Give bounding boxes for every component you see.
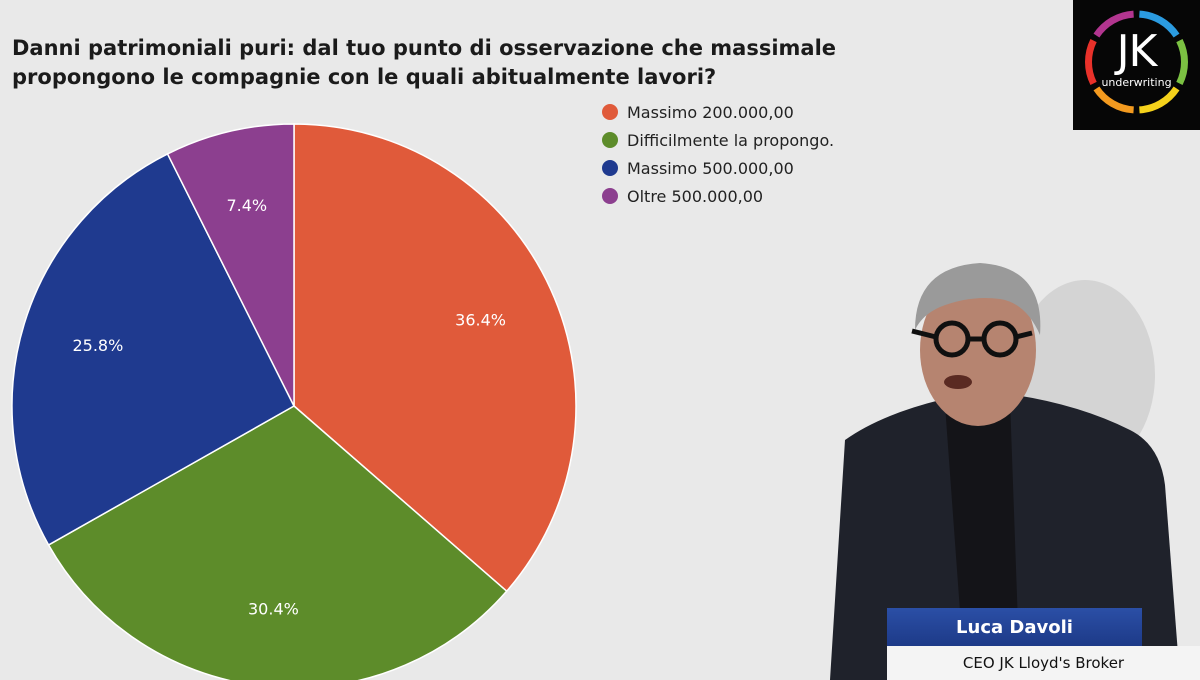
pie-chart: 36.4% 30.4% 25.8% 7.4% <box>11 123 577 680</box>
pie-label-oltre-500000: 7.4% <box>226 196 267 215</box>
legend-label-oltre-500000: Oltre 500.000,00 <box>627 186 764 206</box>
logo-text: JK <box>1116 26 1158 77</box>
chart-title: Danni patrimoniali puri: dal tuo punto d… <box>12 34 912 92</box>
legend-swatch-oltre-500000 <box>602 188 618 204</box>
presenter-hair <box>915 263 1041 335</box>
pie-slice-massimo-500000[interactable] <box>11 152 295 546</box>
legend-item-difficilmente[interactable]: Difficilmente la propongo. <box>602 126 834 154</box>
presenter-face <box>920 274 1036 426</box>
logo-ring-segment <box>1176 38 1188 86</box>
chart-title-line-1: Danni patrimoniali puri: dal tuo punto d… <box>12 36 837 60</box>
presenter-name: Luca Davoli <box>887 608 1142 646</box>
legend-label-massimo-200000: Massimo 200.000,00 <box>627 102 794 122</box>
pie-label-massimo-500000: 25.8% <box>72 336 123 355</box>
pie-label-difficilmente: 30.4% <box>248 599 299 618</box>
logo-ring-segment <box>1085 38 1097 86</box>
pie-slice-massimo-200000[interactable] <box>293 123 577 593</box>
legend-label-difficilmente: Difficilmente la propongo. <box>627 130 835 150</box>
legend-swatch-massimo-200000 <box>602 104 618 120</box>
logo-ring-segment <box>1139 10 1180 38</box>
legend-swatch-difficilmente <box>602 132 618 148</box>
legend-item-oltre-500000[interactable]: Oltre 500.000,00 <box>602 182 834 210</box>
chart-title-line-2: propongono le compagnie con le quali abi… <box>12 65 717 89</box>
pie-label-massimo-200000: 36.4% <box>455 311 506 330</box>
presenter-mouth <box>944 375 972 389</box>
logo-ring-icon <box>1085 10 1188 114</box>
legend-item-massimo-200000[interactable]: Massimo 200.000,00 <box>602 98 834 126</box>
legend-label-massimo-500000: Massimo 500.000,00 <box>627 158 794 178</box>
legend-swatch-massimo-500000 <box>602 160 618 176</box>
legend-item-massimo-500000[interactable]: Massimo 500.000,00 <box>602 154 834 182</box>
pie-slice-oltre-500000[interactable] <box>166 123 295 407</box>
glasses-icon <box>911 320 1033 358</box>
chart-legend: Massimo 200.000,00 Difficilmente la prop… <box>602 98 834 210</box>
jk-underwriting-logo: JK underwriting <box>1073 0 1200 130</box>
logo-ring-segment <box>1093 86 1134 114</box>
pie-slice-difficilmente[interactable] <box>47 405 508 680</box>
logo-ring-segment <box>1093 10 1134 38</box>
logo-subtext: underwriting <box>1101 76 1172 89</box>
logo-ring-segment <box>1139 86 1180 114</box>
presenter-role: CEO JK Lloyd's Broker <box>887 646 1200 680</box>
